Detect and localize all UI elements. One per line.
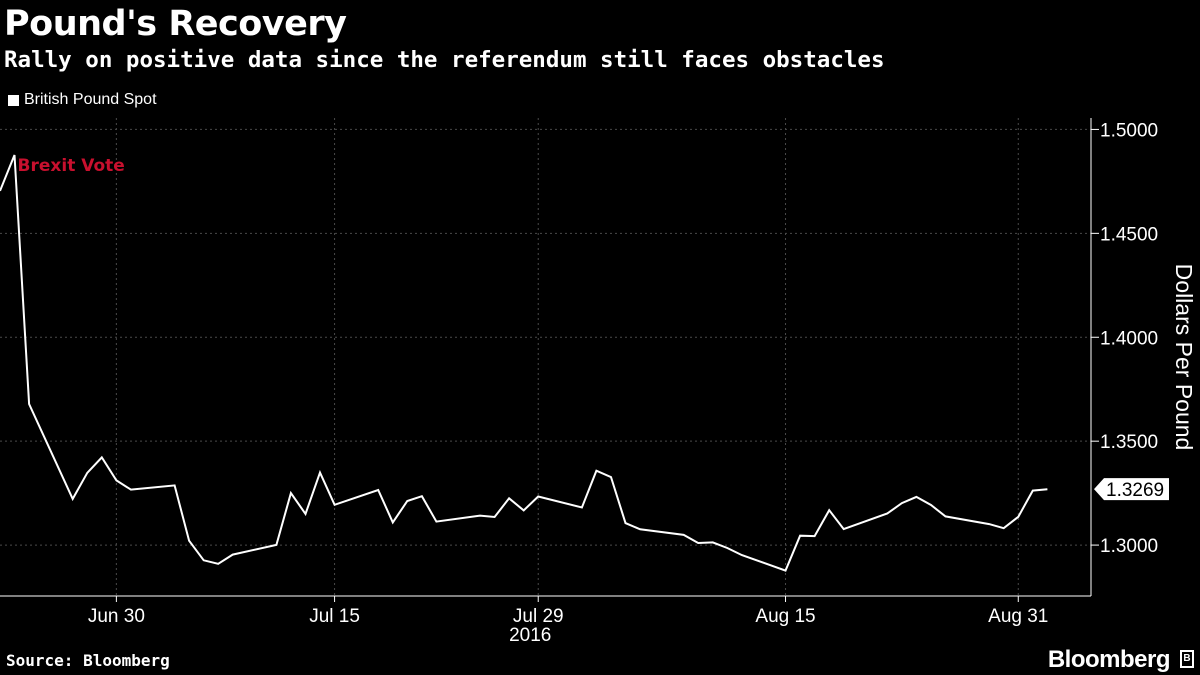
last-value-label: 1.3269 [1106,480,1164,501]
source-note: Source: Bloomberg [6,651,170,670]
x-tick-label: Jun 30 [88,606,145,627]
legend-swatch [8,94,19,106]
y-tick-label: 1.4500 [1100,224,1158,245]
bloomberg-logo: Bloomberg [1047,646,1171,673]
y-tick-label: 1.5000 [1100,120,1158,141]
legend: British Pound Spot [8,89,157,111]
x-tick-label: Aug 15 [755,606,815,627]
chart-subtitle: Rally on positive data since the referen… [4,47,885,73]
last-value-badge [1094,478,1169,501]
annotation-brexit-vote: Brexit Vote [18,156,125,176]
y-tick-label: 1.3000 [1100,536,1158,557]
series-line-british-pound-spot [0,154,1048,572]
legend-label: British Pound Spot [24,91,157,108]
bloomberg-mark-icon: B [1180,650,1194,668]
x-year-label: 2016 [509,625,551,646]
y-tick-label: 1.3500 [1100,432,1158,453]
x-tick-label: Aug 31 [988,606,1048,627]
chart-title: Pound's Recovery [4,4,347,44]
x-tick-label: Jul 29 [513,606,564,627]
y-axis-title: Dollars Per Pound [1171,264,1197,451]
x-tick-label: Jul 15 [309,606,360,627]
y-tick-label: 1.4000 [1100,328,1158,349]
